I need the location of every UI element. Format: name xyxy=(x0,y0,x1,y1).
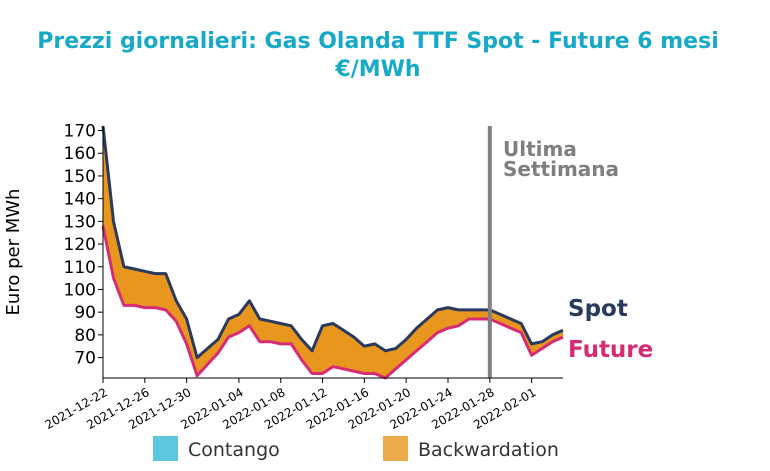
chart-subtitle: €/MWh xyxy=(334,57,420,82)
y-tick-label: 140 xyxy=(64,190,96,210)
y-tick-label: 100 xyxy=(64,280,96,300)
spot-series-line xyxy=(101,125,564,360)
y-tick-label: 110 xyxy=(64,258,96,278)
legend-backwardation-label: Backwardation xyxy=(418,439,559,461)
marker-label-line2: Settimana xyxy=(503,157,619,181)
legend-contango-label: Contango xyxy=(188,439,280,461)
spot-end-label: Spot xyxy=(568,296,628,322)
y-tick-label: 130 xyxy=(64,212,96,232)
y-tick-label: 90 xyxy=(74,303,96,323)
y-tick-label: 80 xyxy=(74,326,96,346)
y-tick-label: 70 xyxy=(74,349,96,369)
y-tick-label: 170 xyxy=(64,122,96,142)
future-series-line xyxy=(101,225,564,380)
y-tick-label: 160 xyxy=(64,144,96,164)
legend: Contango Backwardation xyxy=(153,436,559,461)
backwardation-band xyxy=(103,126,563,378)
future-end-label: Future xyxy=(568,337,653,363)
chart-title: Prezzi giornalieri: Gas Olanda TTF Spot … xyxy=(37,29,719,54)
y-tick-label: 120 xyxy=(64,235,96,255)
marker-label-line1: Ultima xyxy=(503,137,577,161)
legend-contango-swatch xyxy=(153,436,178,461)
legend-backwardation-swatch xyxy=(383,436,408,461)
y-axis-label: Euro per MWh xyxy=(3,189,24,316)
plot-area: 7080901001101201301401501601702021-12-22… xyxy=(42,122,564,432)
y-tick-label: 150 xyxy=(64,167,96,187)
